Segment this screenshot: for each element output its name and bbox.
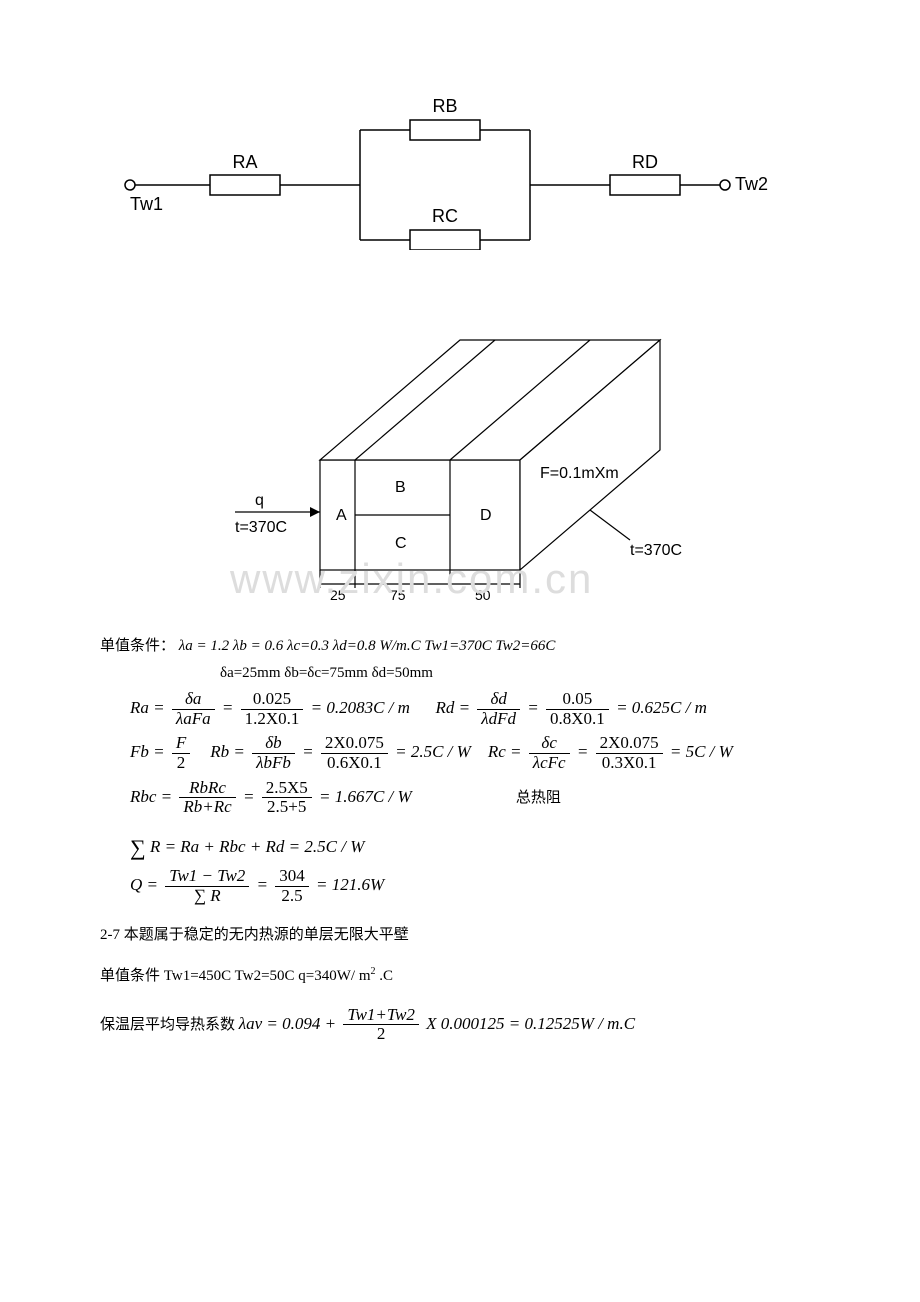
eq-sumR: ∑ R = Ra + Rbc + Rd = 2.5C / W	[130, 835, 820, 861]
eq-Q: Q = Tw1 − Tw2∑ R = 3042.5 = 121.6W	[130, 867, 820, 905]
ra-label: RA	[232, 152, 257, 172]
tLeft: t=370C	[235, 519, 287, 536]
blk-D: D	[480, 507, 492, 524]
blk-A: A	[336, 507, 347, 524]
lambda-av: 保温层平均导热系数 λav = 0.094 + Tw1+Tw22 X 0.000…	[100, 1006, 820, 1044]
cond-line1: 单值条件： λa = 1.2 λb = 0.6 λc=0.3 λd=0.8 W/…	[100, 635, 820, 658]
blk-C: C	[395, 535, 407, 552]
circuit-diagram: Tw1 RA RB RC RD	[100, 70, 820, 250]
block-diagram: A B C D 25 75 50 q	[180, 280, 740, 620]
cond-27: 单值条件 Tw1=450C Tw2=50C q=340W/ m2 .C	[100, 964, 820, 988]
rc-label: RC	[432, 206, 458, 226]
blk-B: B	[395, 479, 406, 496]
q-label: q	[255, 492, 264, 509]
eq-Rbc: Rbc = RbRcRb+Rc = 2.5X52.5+5 = 1.667C / …	[130, 779, 820, 817]
dim-D: 50	[475, 587, 491, 603]
cond-line2: δa=25mm δb=δc=75mm δd=50mm	[220, 662, 820, 685]
dim-BC: 75	[390, 587, 406, 603]
F-label: F=0.1mXm	[540, 465, 619, 482]
dim-A: 25	[330, 587, 346, 603]
tRight: t=370C	[630, 542, 682, 559]
rb-label: RB	[432, 96, 457, 116]
tw1-label: Tw1	[130, 194, 163, 214]
eq-Fb-Rb-Rc: Fb = F2 Rb = δbλbFb = 2X0.0750.6X0.1 = 2…	[130, 734, 820, 772]
tw2-label: Tw2	[735, 174, 768, 194]
rd-label: RD	[632, 152, 658, 172]
eq-Ra-Rd: Ra = δaλaFa = 0.0251.2X0.1 = 0.2083C / m…	[130, 690, 820, 728]
sec-27: 2-7 本题属于稳定的无内热源的单层无限大平壁	[100, 924, 820, 947]
